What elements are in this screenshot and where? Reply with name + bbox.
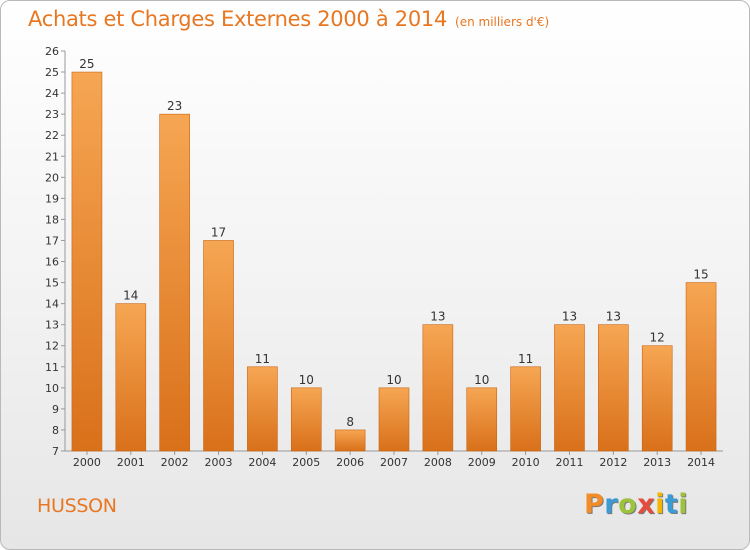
data-label: 13	[606, 310, 621, 324]
brand-letter: o	[618, 489, 638, 520]
brand-letter: x	[637, 489, 656, 520]
x-tick-label: 2003	[205, 456, 233, 469]
bar	[422, 324, 454, 452]
x-tick-label: 2006	[336, 456, 364, 469]
x-tick-label: 2007	[380, 456, 408, 469]
y-tick-label: 7	[52, 445, 59, 458]
bar	[510, 366, 541, 452]
chart-axes: 7 8 9 10 11 12 13 14 15 16 17 18 19 20 21 22 23 24 25 26 200…	[45, 45, 723, 469]
x-tick-label: 2009	[468, 456, 496, 469]
bar	[290, 387, 322, 452]
y-tick-label: 10	[45, 382, 59, 395]
bar	[598, 324, 629, 452]
y-tick-label: 20	[45, 171, 59, 184]
data-label: 8	[346, 415, 354, 429]
y-tick-label: 17	[45, 234, 59, 247]
y-tick-label: 12	[45, 340, 59, 353]
bar	[247, 366, 278, 452]
y-tick-label: 24	[45, 87, 59, 100]
y-tick-label: 16	[45, 256, 59, 269]
x-tick-label: 2002	[161, 456, 189, 469]
y-tick-label: 15	[45, 277, 59, 290]
data-label: 14	[123, 289, 138, 303]
brand-letter: t	[664, 489, 679, 520]
brand-letter: i	[655, 489, 665, 520]
y-tick-label: 14	[45, 298, 59, 311]
commune-name: HUSSON	[37, 495, 117, 517]
y-tick-label: 22	[45, 129, 59, 142]
y-tick-label: 25	[45, 66, 59, 79]
bar	[203, 240, 234, 452]
x-tick-label: 2005	[292, 456, 320, 469]
bar	[685, 282, 717, 452]
brand-letter: P	[584, 489, 605, 520]
data-label: 10	[386, 373, 401, 387]
data-label: 15	[693, 268, 708, 282]
bar	[159, 113, 190, 452]
bar	[378, 387, 410, 452]
x-tick-label: 2008	[424, 456, 452, 469]
y-tick-label: 11	[45, 361, 59, 374]
brand-letter: r	[604, 489, 619, 520]
chart-bars: 25 14 23 17 11 10 8 10 13 10 11 13 13 12 15	[71, 57, 717, 452]
data-label: 11	[255, 352, 270, 366]
x-tick-label: 2010	[512, 456, 540, 469]
data-label: 13	[430, 310, 445, 324]
y-tick-label: 8	[52, 424, 59, 437]
x-tick-label: 2004	[248, 456, 276, 469]
x-tick-label: 2000	[73, 456, 101, 469]
bar	[71, 71, 103, 452]
x-tick-label: 2011	[555, 456, 583, 469]
data-label: 12	[650, 331, 665, 345]
bar	[334, 429, 366, 452]
x-tick-label: 2013	[643, 456, 671, 469]
y-tick-label: 13	[45, 319, 59, 332]
data-label: 11	[518, 352, 533, 366]
bar	[115, 303, 147, 452]
x-tick-label: 2001	[117, 456, 145, 469]
y-tick-label: 23	[45, 108, 59, 121]
y-tick-label: 19	[45, 192, 59, 205]
data-label: 25	[79, 57, 94, 71]
y-tick-label: 26	[45, 45, 59, 58]
data-label: 10	[474, 373, 489, 387]
chart-title-block: Achats et Charges Externes 2000 à 2014 (e…	[28, 7, 549, 31]
y-tick-label: 21	[45, 150, 59, 163]
y-tick-label: 9	[52, 403, 59, 416]
brand-letter: i	[678, 489, 689, 520]
chart-title: Achats et Charges Externes 2000 à 2014	[28, 7, 448, 31]
brand-logo: Proxiti	[584, 489, 688, 520]
chart-unit: (en milliers d'€)	[455, 15, 550, 29]
bar	[554, 324, 585, 452]
x-tick-label: 2014	[687, 456, 715, 469]
bar	[466, 387, 498, 452]
data-label: 17	[211, 225, 226, 239]
y-tick-label: 18	[45, 213, 59, 226]
data-label: 23	[167, 99, 182, 113]
x-tick-label: 2012	[599, 456, 627, 469]
data-label: 13	[562, 310, 577, 324]
bar	[641, 345, 673, 452]
data-label: 10	[299, 373, 314, 387]
